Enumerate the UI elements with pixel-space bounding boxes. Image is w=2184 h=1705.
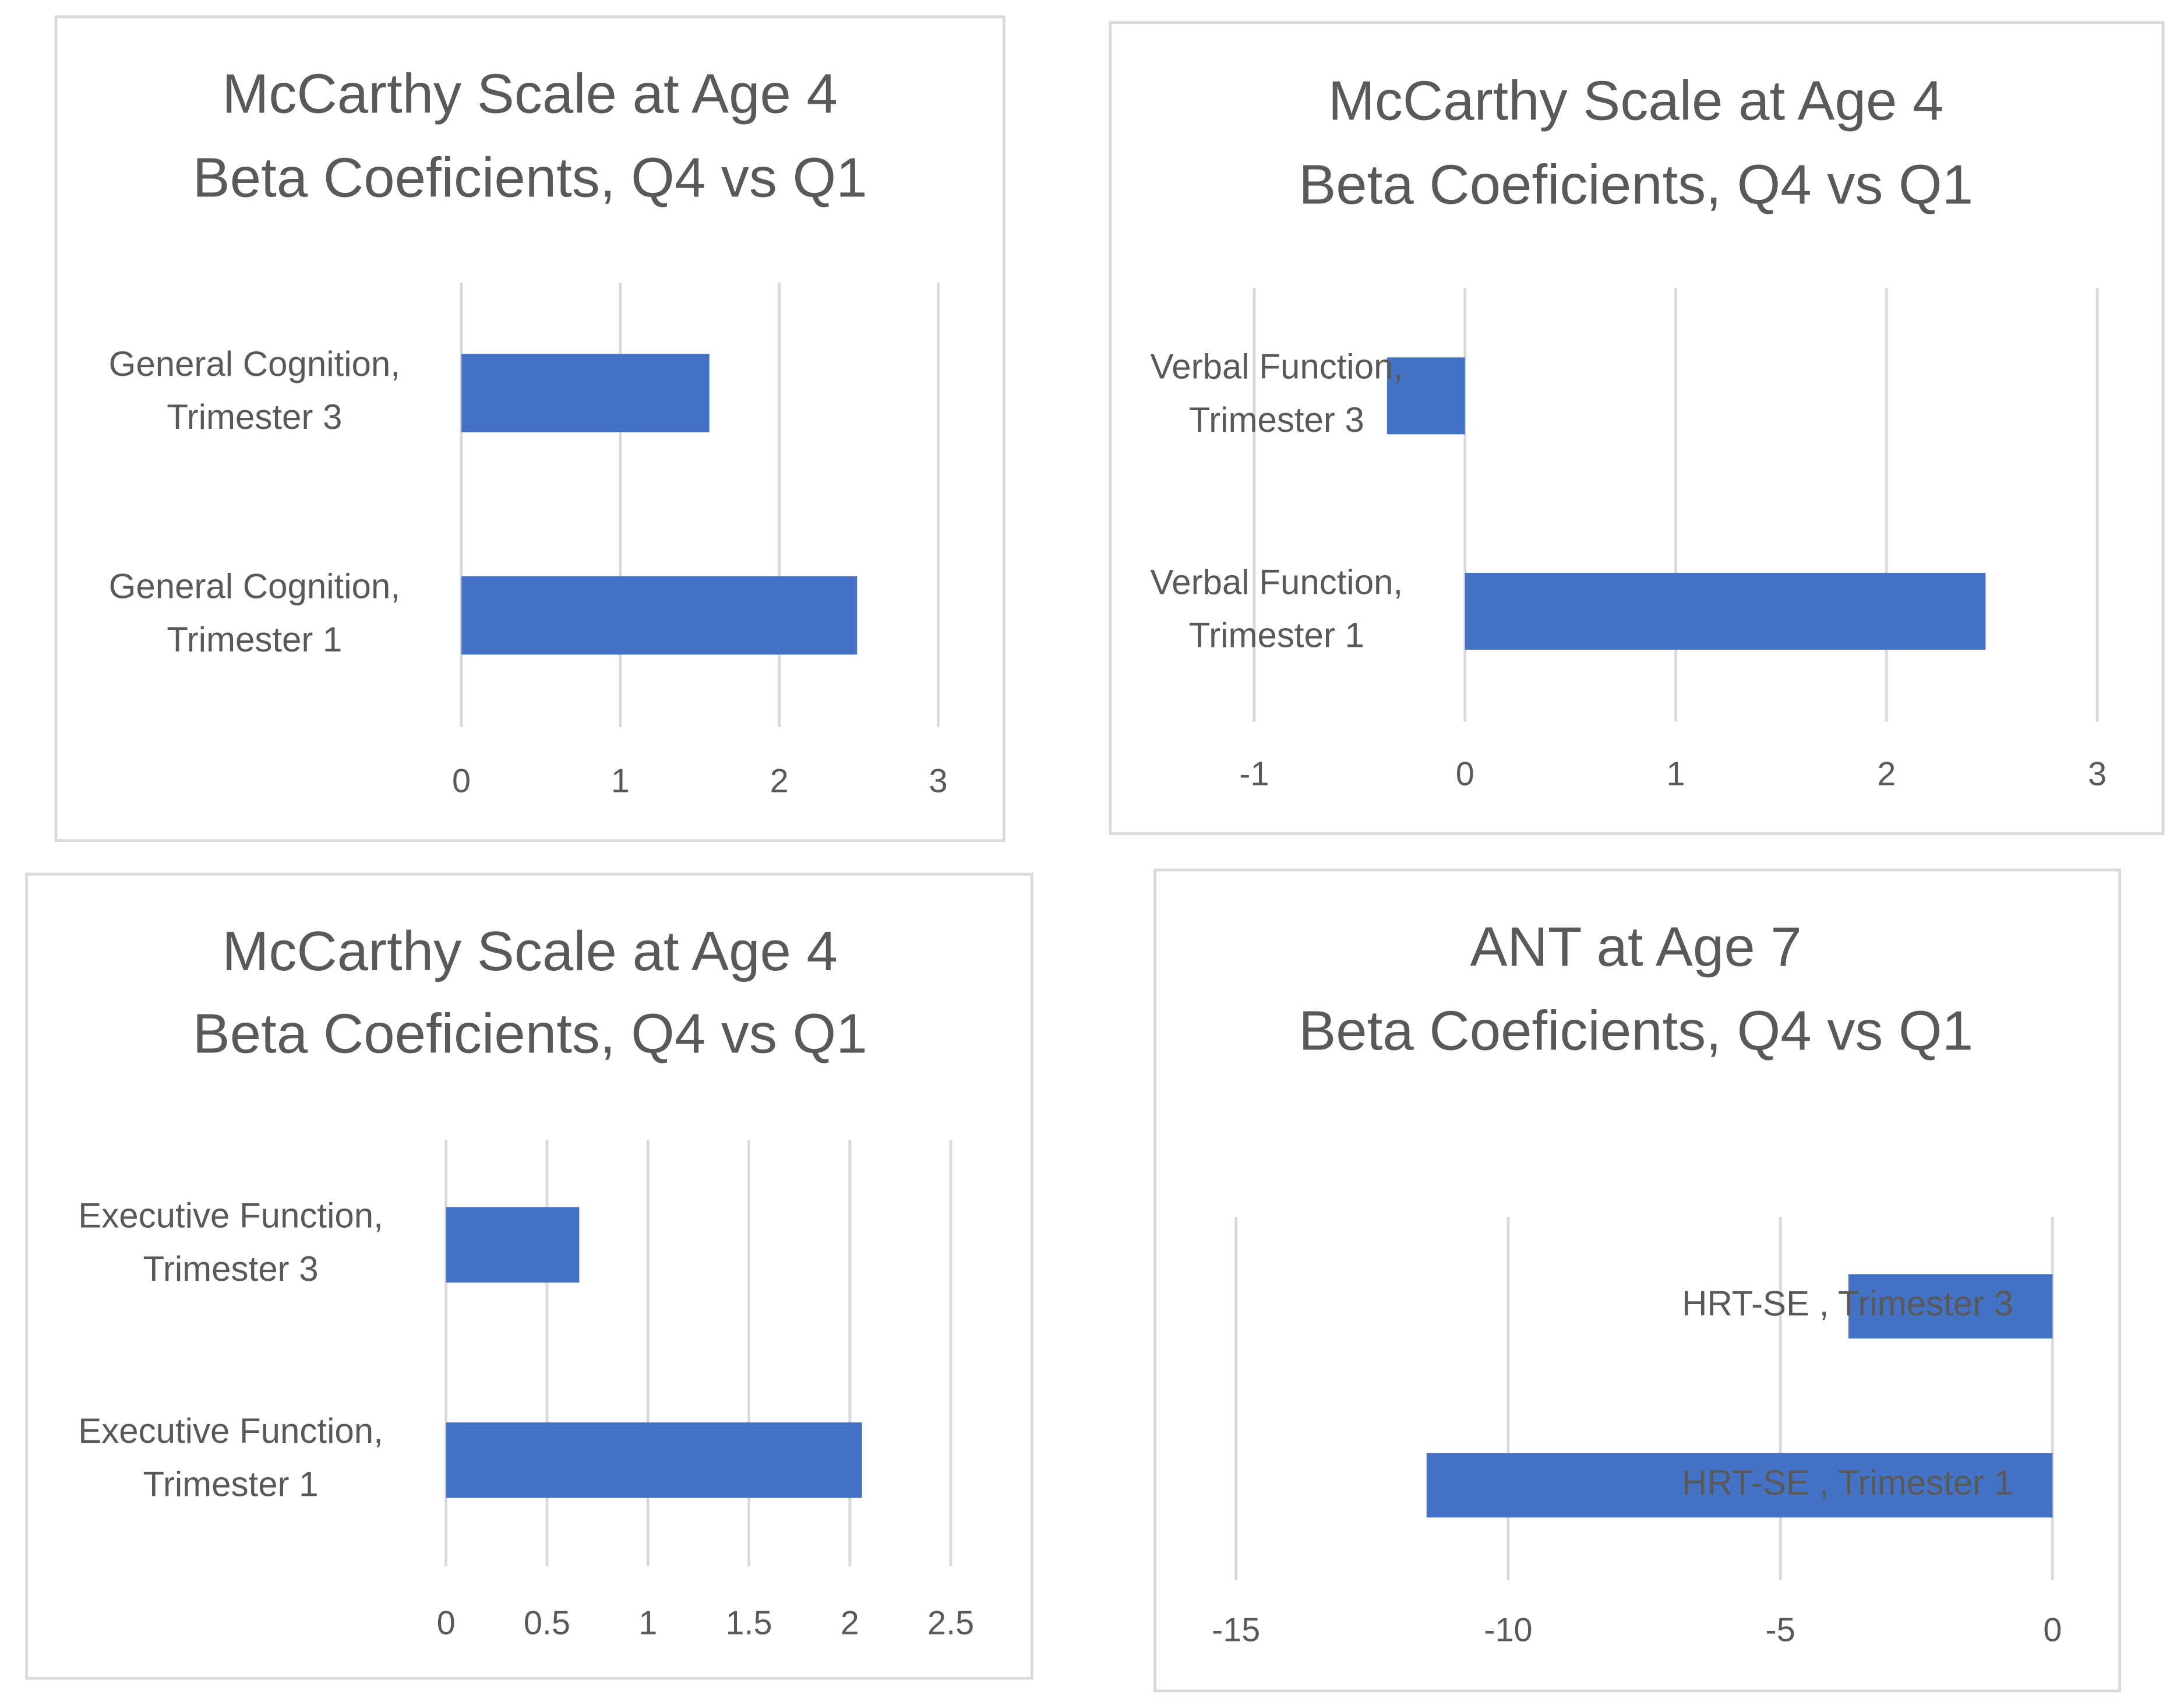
x-tick-label: 2.5 — [927, 1604, 974, 1641]
bar — [446, 1422, 862, 1498]
category-label: Verbal Function, Trimester 1 — [1151, 562, 1403, 654]
chart-title: ANT at Age 7 — [1470, 916, 1802, 978]
x-tick-label: -10 — [1484, 1611, 1532, 1648]
category-label: Verbal Function, Trimester 3 — [1151, 347, 1403, 439]
chart-title: McCarthy Scale at Age 4 — [222, 920, 838, 982]
category-label: General Cognition, Trimester 1 — [109, 566, 400, 658]
x-tick-label: 2 — [770, 762, 789, 799]
bar — [461, 576, 858, 655]
x-tick-label: -5 — [1766, 1611, 1795, 1648]
chart-title: McCarthy Scale at Age 4 — [1328, 69, 1944, 132]
bar — [1465, 572, 1986, 650]
x-tick-label: 0 — [1456, 755, 1474, 792]
panel-border — [1109, 21, 2165, 835]
category-label: Executive Function, Trimester 1 — [78, 1411, 383, 1503]
chart-subtitle: Beta Coeficients, Q4 vs Q1 — [1299, 1000, 1973, 1062]
category-label: HRT-SE , Trimester 3 — [1682, 1284, 2013, 1323]
x-tick-label: 0 — [452, 762, 471, 799]
x-tick-label: 1 — [1667, 755, 1685, 792]
x-tick-label: -15 — [1212, 1611, 1260, 1648]
category-label: HRT-SE , Trimester 1 — [1682, 1463, 2013, 1502]
x-tick-label: -1 — [1239, 755, 1269, 792]
chart-subtitle: Beta Coeficients, Q4 vs Q1 — [1299, 153, 1973, 216]
x-tick-label: 1 — [638, 1604, 657, 1641]
bar — [1848, 1274, 2053, 1339]
chart-title: McCarthy Scale at Age 4 — [222, 62, 838, 125]
x-tick-label: 0.5 — [524, 1604, 570, 1641]
chart-subtitle: Beta Coeficients, Q4 vs Q1 — [193, 146, 867, 209]
x-tick-label: 2 — [1877, 755, 1896, 792]
bar — [1426, 1453, 2053, 1518]
x-tick-label: 1 — [611, 762, 630, 799]
x-tick-label: 2 — [841, 1604, 859, 1641]
bar — [446, 1207, 580, 1283]
x-tick-label: 0 — [437, 1604, 456, 1641]
x-tick-label: 1.5 — [725, 1604, 772, 1641]
bar — [1386, 357, 1465, 435]
category-label: Executive Function, Trimester 3 — [78, 1196, 383, 1288]
x-tick-label: 0 — [2043, 1611, 2062, 1648]
chart-subtitle: Beta Coeficients, Q4 vs Q1 — [193, 1002, 867, 1065]
x-tick-label: 3 — [929, 762, 947, 799]
x-tick-label: 3 — [2088, 755, 2107, 792]
category-label: General Cognition, Trimester 3 — [109, 344, 400, 436]
bar — [461, 354, 710, 432]
